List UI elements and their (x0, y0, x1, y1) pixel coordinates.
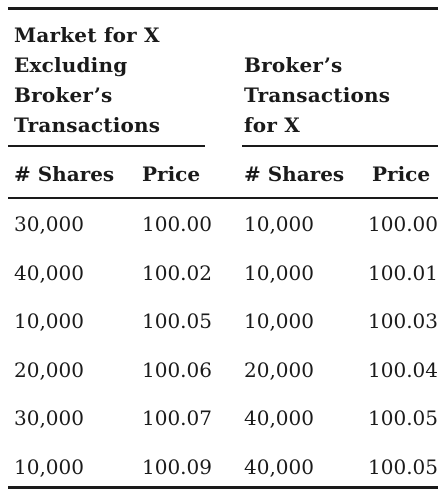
group-header-line: Broker’s (14, 80, 160, 110)
group-header-line: Transactions (14, 110, 160, 140)
group-header-line: Broker’s (244, 50, 390, 80)
group-header-market: Market for X Excluding Broker’s Transact… (14, 20, 160, 140)
shares-cell: 40,000 (244, 453, 314, 481)
price-cell: 100.04 (368, 356, 438, 384)
group-rule-market (8, 145, 205, 147)
group-header-broker: Broker’s Transactions for X (244, 50, 390, 140)
shares-cell: 10,000 (244, 210, 314, 238)
shares-cell: 30,000 (14, 210, 84, 238)
table-row: 10,000 100.09 40,000 100.05 (0, 449, 444, 497)
shares-cell: 30,000 (14, 404, 84, 432)
table-row: 10,000 100.05 10,000 100.03 (0, 303, 444, 352)
price-cell: 100.01 (368, 259, 438, 287)
column-header-shares: # Shares (14, 160, 114, 188)
shares-cell: 40,000 (14, 259, 84, 287)
price-cell: 100.05 (368, 453, 438, 481)
group-header-line: for X (244, 110, 390, 140)
price-cell: 100.09 (142, 453, 212, 481)
group-rule-broker (242, 145, 438, 147)
top-rule (8, 7, 438, 10)
header-rule (8, 197, 438, 199)
table-row: 30,000 100.00 10,000 100.00 (0, 206, 444, 255)
group-header-line: Excluding (14, 50, 160, 80)
price-cell: 100.07 (142, 404, 212, 432)
bottom-rule (8, 486, 438, 489)
column-header-price: Price (372, 160, 430, 188)
table-row: 40,000 100.02 10,000 100.01 (0, 255, 444, 304)
shares-cell: 20,000 (244, 356, 314, 384)
column-header-price: Price (142, 160, 200, 188)
price-cell: 100.00 (368, 210, 438, 238)
price-cell: 100.00 (142, 210, 212, 238)
table-row: 30,000 100.07 40,000 100.05 (0, 400, 444, 449)
group-header-line: Transactions (244, 80, 390, 110)
shares-cell: 40,000 (244, 404, 314, 432)
price-cell: 100.05 (368, 404, 438, 432)
column-header-shares: # Shares (244, 160, 344, 188)
price-cell: 100.05 (142, 307, 212, 335)
group-header-line: Market for X (14, 20, 160, 50)
shares-cell: 10,000 (244, 307, 314, 335)
table-row: 20,000 100.06 20,000 100.04 (0, 352, 444, 401)
price-cell: 100.02 (142, 259, 212, 287)
shares-cell: 10,000 (244, 259, 314, 287)
price-cell: 100.06 (142, 356, 212, 384)
shares-cell: 20,000 (14, 356, 84, 384)
price-cell: 100.03 (368, 307, 438, 335)
shares-cell: 10,000 (14, 307, 84, 335)
shares-cell: 10,000 (14, 453, 84, 481)
table-body: 30,000 100.00 10,000 100.00 40,000 100.02 10,0… (0, 206, 444, 497)
